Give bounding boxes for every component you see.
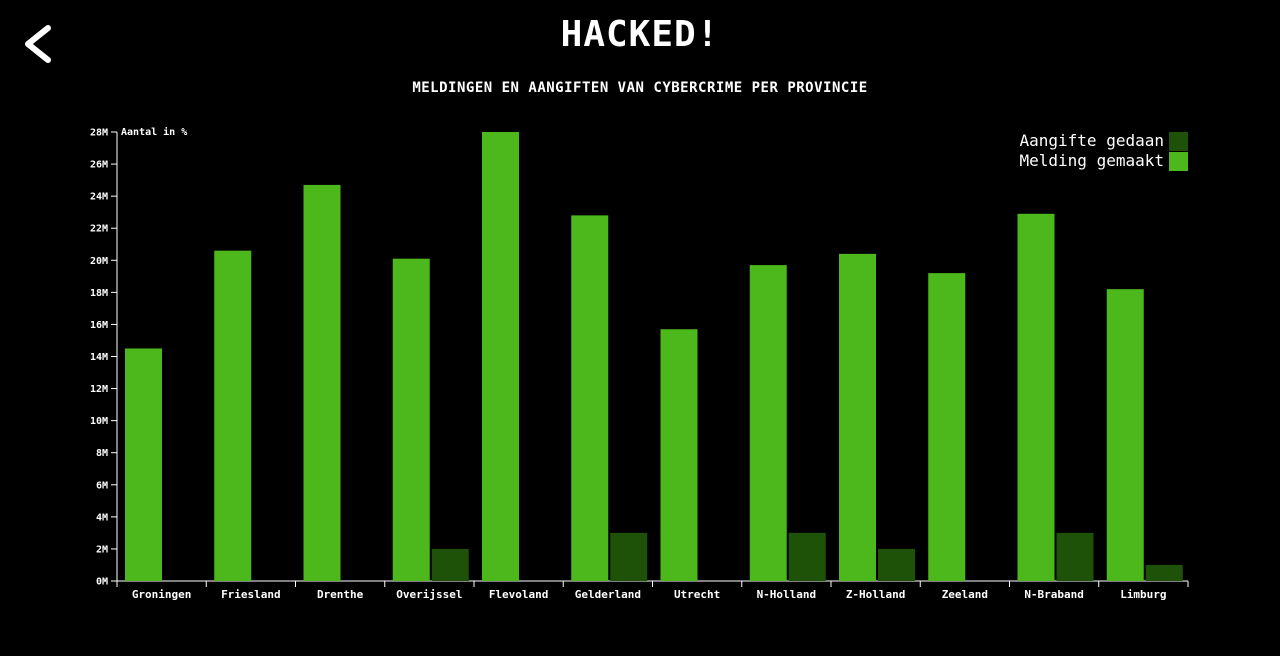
x-axis: Groningen Friesland Drenthe Overijssel Flevo… bbox=[116, 580, 1189, 601]
y-tick-label: 26M bbox=[90, 160, 108, 171]
y-tick-label: 16M bbox=[90, 320, 108, 331]
bar-aangifte-gedaan bbox=[1056, 532, 1094, 581]
legend-swatch bbox=[1169, 132, 1188, 151]
x-tick-label: Gelderland bbox=[575, 588, 641, 601]
y-tick-label: 8M bbox=[96, 448, 108, 459]
y-axis: 0M 2M 4M 6M 8M 10M 12M 14M 16M 18M 20M 22M 24M 26M 28M… bbox=[90, 126, 187, 588]
x-tick-label: Z-Holland bbox=[846, 588, 906, 601]
x-tick-label: Limburg bbox=[1120, 588, 1166, 601]
bar-melding-gemaakt bbox=[839, 253, 876, 581]
bars bbox=[125, 132, 1183, 582]
y-tick-label: 24M bbox=[90, 192, 108, 203]
y-tick-label: 28M bbox=[90, 128, 108, 139]
y-tick-label: 0M bbox=[96, 577, 108, 588]
x-tick-label: Drenthe bbox=[317, 588, 364, 601]
x-tick-label: Utrecht bbox=[674, 588, 720, 601]
bar-melding-gemaakt bbox=[660, 329, 698, 581]
x-tick-label: Flevoland bbox=[489, 588, 549, 601]
bar-melding-gemaakt bbox=[928, 273, 966, 581]
x-tick-label: Overijssel bbox=[396, 588, 462, 601]
chevron-left-icon bbox=[25, 25, 51, 63]
y-tick-label: 22M bbox=[90, 224, 108, 235]
y-tick-label: 2M bbox=[96, 544, 108, 555]
bar-melding-gemaakt bbox=[1106, 289, 1144, 581]
x-tick-label: N-Holland bbox=[757, 588, 817, 601]
bar-melding-gemaakt bbox=[571, 215, 609, 581]
back-button[interactable] bbox=[18, 22, 60, 66]
page-title: HACKED! bbox=[560, 14, 720, 55]
x-tick-label: Zeeland bbox=[942, 588, 988, 601]
x-tick-label: Groningen bbox=[132, 588, 192, 601]
bar-melding-gemaakt bbox=[392, 258, 430, 581]
bar-melding-gemaakt bbox=[303, 184, 341, 582]
y-tick-label: 12M bbox=[90, 384, 108, 395]
bar-aangifte-gedaan bbox=[431, 548, 469, 581]
y-axis-label: Aantal in % bbox=[121, 126, 187, 138]
bar-melding-gemaakt bbox=[125, 348, 162, 581]
y-tick-label: 10M bbox=[90, 416, 108, 427]
bar-aangifte-gedaan bbox=[788, 532, 826, 581]
y-tick-label: 4M bbox=[96, 512, 108, 523]
bar-aangifte-gedaan bbox=[878, 548, 915, 581]
y-tick-label: 6M bbox=[96, 480, 108, 491]
bar-melding-gemaakt bbox=[749, 265, 787, 581]
legend-label: Aangifte gedaan bbox=[1020, 131, 1165, 150]
bar-melding-gemaakt bbox=[214, 250, 252, 581]
bar-aangifte-gedaan bbox=[1145, 564, 1183, 581]
bar-aangifte-gedaan bbox=[610, 532, 648, 581]
bar-melding-gemaakt bbox=[482, 132, 519, 581]
legend-swatch bbox=[1169, 152, 1188, 171]
y-tick-label: 18M bbox=[90, 288, 108, 299]
legend-label: Melding gemaakt bbox=[1020, 151, 1165, 170]
x-tick-label: Friesland bbox=[221, 588, 281, 601]
y-tick-label: 14M bbox=[90, 352, 108, 363]
bar-melding-gemaakt bbox=[1017, 213, 1055, 581]
y-tick-label: 20M bbox=[90, 256, 108, 267]
x-tick-label: N-Braband bbox=[1024, 588, 1084, 601]
chart-title: MELDINGEN EN AANGIFTEN VAN CYBERCRIME PE… bbox=[412, 80, 868, 96]
